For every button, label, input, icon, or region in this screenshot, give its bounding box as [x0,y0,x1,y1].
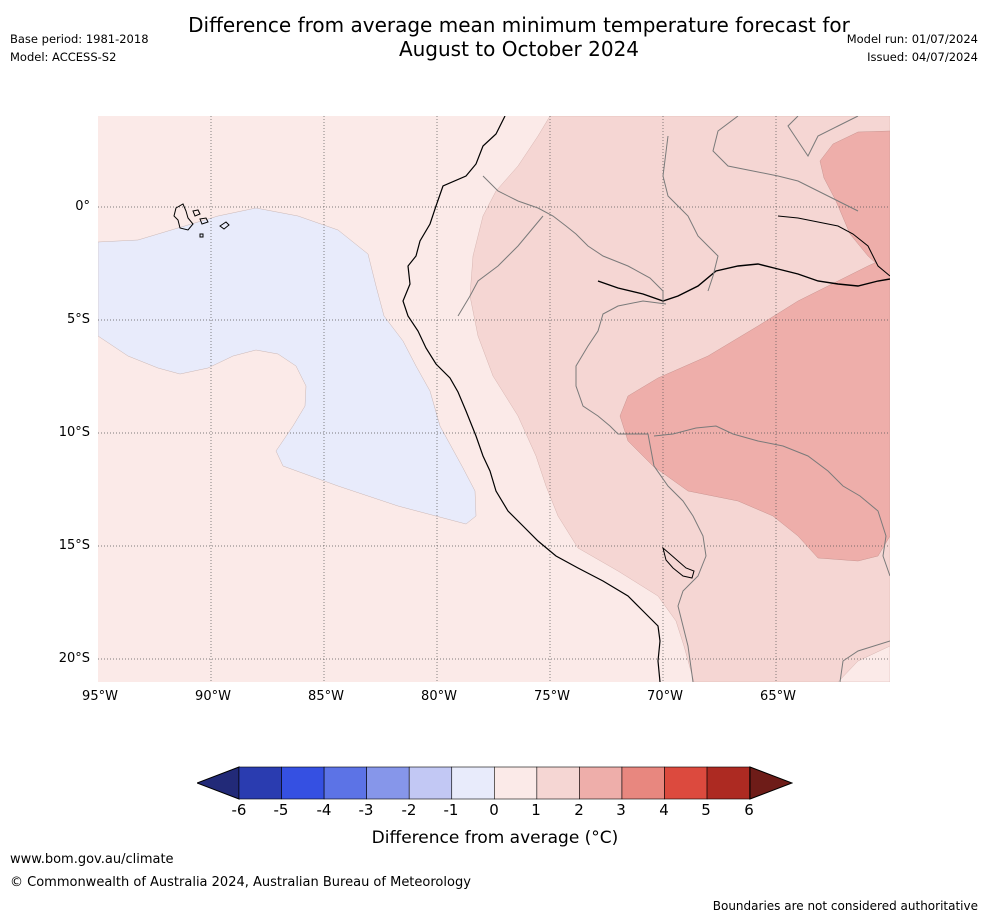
colorbar-box [238,766,282,800]
anomaly-region-0-to-1-southeast [837,645,890,682]
lon-label-75w: 75°W [534,689,570,704]
model-text: Model: ACCESS-S2 [10,50,117,64]
colorbar-tick: -1 [443,801,459,819]
colorbar-tick: -2 [401,801,417,819]
base-period-text: Base period: 1981-2018 [10,32,149,46]
colorbar-tick: 1 [531,801,541,819]
colorbar-box [579,766,623,800]
colorbar-tick: 5 [701,801,711,819]
colorbar-tick: 4 [659,801,669,819]
colorbar-ticks: -6 -5 -4 -3 -2 -1 0 1 2 3 4 5 6 [0,801,988,821]
country-borders [457,116,890,682]
metadata-left: Base period: 1981-2018 Model: ACCESS-S2 [10,32,149,68]
colorbar-box [323,766,367,800]
colorbar-tick: -3 [358,801,374,819]
colorbar-box [408,766,453,800]
lat-label-10s: 10°S [58,425,90,440]
lon-label-65w: 65°W [760,689,796,704]
colorbar [197,766,793,800]
colorbar-boxes [238,766,750,800]
footer-url: www.bom.gov.au/climate [10,852,174,867]
metadata-right: Model run: 01/07/2024 Issued: 04/07/2024 [847,32,978,68]
map-canvas [98,116,890,682]
lat-label-5s: 5°S [66,312,90,327]
colorbar-tick: 0 [489,801,499,819]
colorbar-extend-low [197,766,240,800]
graticule [98,116,890,682]
colorbar-tick: 2 [574,801,584,819]
colorbar-tick: -4 [316,801,332,819]
lat-label-20s: 20°S [58,651,90,666]
anomaly-region-2-to-3-northeast [819,130,890,277]
lat-label-0: 0° [75,199,90,214]
issued-text: Issued: 04/07/2024 [867,50,978,64]
model-run-text: Model run: 01/07/2024 [846,32,978,46]
colorbar-tick: -5 [273,801,289,819]
anomaly-region-2-to-3 [619,255,890,562]
colorbar-box [451,766,495,800]
footer-copyright: © Commonwealth of Australia 2024, Austra… [10,875,471,890]
lon-label-95w: 95°W [82,689,118,704]
colorbar-tick: 6 [744,801,754,819]
anomaly-region-neg1-to-0 [98,207,477,525]
colorbar-box [493,766,538,800]
map-title: Difference from average mean minimum tem… [150,13,888,61]
colorbar-extend-high [749,766,793,800]
lat-label-15s: 15°S [58,538,90,553]
coastline [402,116,661,682]
colorbar-tick: -6 [231,801,247,819]
lake-titicaca [662,546,695,579]
lon-label-90w: 90°W [195,689,231,704]
colorbar-box [366,766,410,800]
forecast-map [98,116,890,682]
footer-note: Boundaries are not considered authoritat… [712,899,978,913]
colorbar-box [706,766,750,800]
colorbar-label: Difference from average (°C) [371,828,619,848]
colorbar-box [536,766,580,800]
colorbar-box [664,766,708,800]
lon-label-85w: 85°W [308,689,344,704]
colorbar-tick: 3 [616,801,626,819]
title-line: Difference from average mean minimum tem… [188,13,850,61]
colorbar-box [281,766,325,800]
lon-label-80w: 80°W [421,689,457,704]
amazon-river [597,263,890,302]
galapagos-islands [173,203,230,238]
colorbar-box [621,766,665,800]
lon-label-70w: 70°W [647,689,683,704]
